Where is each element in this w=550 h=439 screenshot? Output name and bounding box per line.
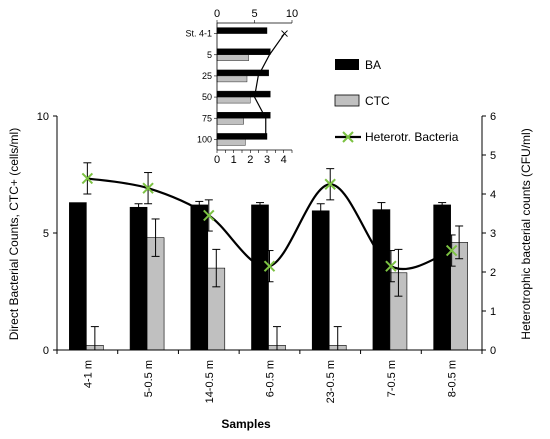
y-axis-left-title: Direct Bacterial Counts, CTC+ (cells/ml) — [7, 128, 21, 340]
x-tick-label-8-0-5-m: 8-0.5 m — [447, 360, 459, 397]
y-left-tick-label: 5 — [43, 228, 49, 240]
marker-x — [385, 260, 397, 272]
bar-ba-8-0-5-m — [433, 204, 451, 351]
errorbar-ctc-8-0-5-m — [455, 225, 464, 260]
y-right-tick-label: 3 — [490, 228, 496, 240]
inset-y-label-st-4-1: St. 4-1 — [185, 29, 212, 39]
inset-y-label-5: 5 — [207, 50, 212, 60]
inset-series-line-heterotr — [253, 33, 285, 140]
legend-swatch-ba — [335, 59, 359, 70]
marker-x — [203, 209, 215, 222]
inset-top-tick-label: 5 — [251, 8, 257, 20]
inset-top-tick-label: 10 — [286, 8, 298, 20]
inset-bar-ctc-100 — [216, 139, 246, 146]
y-right-tick-label: 6 — [490, 111, 496, 123]
y-right-tick-label: 0 — [490, 345, 496, 357]
y-right-tick-label: 1 — [490, 306, 496, 318]
inset-bar-ctc-50 — [216, 96, 251, 104]
point-heterotr-4-1-m — [81, 162, 94, 195]
x-tick-label-6-0-5-m: 6-0.5 m — [265, 360, 277, 397]
marker-x — [263, 260, 276, 272]
inset-y-label-50: 50 — [202, 92, 212, 102]
x-tick-label-7-0-5-m: 7-0.5 m — [386, 360, 398, 397]
inset-marker-x — [281, 30, 288, 37]
x-tick-label-4-1-m: 4-1 m — [82, 360, 94, 388]
bar-ba-23-0-5-m — [311, 210, 330, 351]
point-heterotr-8-0-5-m — [445, 234, 458, 267]
bar-ba-6-0-5-m — [251, 204, 269, 351]
marker-x — [324, 178, 336, 190]
inset-bottom-tick-label: 2 — [247, 154, 253, 166]
x-axis-title: Samples — [221, 417, 271, 431]
inset-bar-ctc-25 — [216, 75, 248, 83]
legend-label-ctc: CTC — [365, 94, 390, 108]
inset-bar-ctc-5 — [216, 54, 249, 61]
point-heterotr-6-0-5-m — [263, 250, 276, 283]
inset-y-label-25: 25 — [202, 71, 212, 81]
x-tick-label-5-0-5-m: 5-0.5 m — [143, 360, 155, 397]
errorbar-ba-7-0-5-m — [377, 202, 386, 218]
errorbar-ctc-7-0-5-m — [394, 248, 403, 297]
y-left-tick-label: 0 — [43, 345, 49, 357]
marker-x — [445, 244, 458, 257]
errorbar-ctc-5-0-5-m — [151, 218, 160, 257]
inset-bottom-tick-label: 3 — [264, 154, 270, 166]
inset-bar-ctc-75 — [216, 118, 244, 125]
inset-bottom-tick-label: 4 — [281, 154, 287, 166]
y-left-tick-label: 10 — [37, 111, 49, 123]
inset-bar-ba-st-4-1 — [216, 27, 268, 34]
inset-bar-ba-5 — [216, 48, 271, 55]
y-axis-right-title: Heterotrophic bacterial counts (CFU/ml) — [519, 128, 533, 339]
legend-label-heterotr-bacteria: Heterotr. Bacteria — [365, 130, 459, 144]
inset-bottom-tick-label: 1 — [231, 154, 237, 166]
bar-ba-7-0-5-m — [372, 209, 391, 351]
legend-swatch-heterotr-marker — [342, 131, 354, 143]
x-tick-label-14-0-5-m: 14-0.5 m — [204, 360, 216, 403]
marker-x — [81, 172, 94, 185]
inset-top-tick-label: 0 — [214, 8, 220, 20]
inset-bar-ba-100 — [216, 133, 268, 140]
errorbar-ctc-14-0-5-m — [212, 248, 221, 288]
legend-swatch-ctc — [334, 94, 360, 107]
bar-ba-5-0-5-m — [129, 206, 148, 351]
bar-ba-14-0-5-m — [190, 204, 209, 351]
inset-y-label-100: 100 — [197, 134, 212, 144]
point-heterotr-7-0-5-m — [385, 250, 397, 283]
y-right-tick-label: 5 — [490, 150, 496, 162]
point-heterotr-14-0-5-m — [203, 199, 215, 232]
legend-label-ba: BA — [365, 58, 381, 72]
y-right-tick-label: 4 — [490, 189, 496, 201]
point-heterotr-5-0-5-m — [142, 172, 154, 205]
inset-plot-area — [217, 23, 292, 150]
inset-bar-ba-50 — [216, 90, 271, 98]
inset-bottom-tick-label: 0 — [214, 154, 220, 166]
y-right-tick-label: 2 — [490, 267, 496, 279]
inset-bar-ba-75 — [216, 112, 271, 119]
errorbar-ba-5-0-5-m — [134, 203, 143, 212]
errorbar-ba-23-0-5-m — [316, 203, 325, 219]
errorbar-ba-6-0-5-m — [256, 202, 264, 208]
point-heterotr-23-0-5-m — [324, 168, 336, 201]
inset-y-label-75: 75 — [202, 113, 212, 123]
x-tick-label-23-0-5-m: 23-0.5 m — [325, 360, 337, 403]
bar-ba-4-1-m — [69, 202, 87, 351]
errorbar-ba-8-0-5-m — [438, 202, 447, 208]
marker-x — [142, 182, 154, 194]
